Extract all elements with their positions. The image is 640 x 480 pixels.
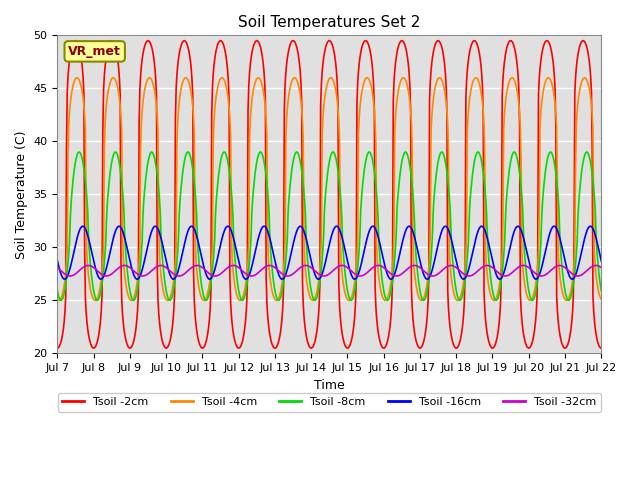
Tsoil -8cm bbox=[597, 288, 605, 293]
Tsoil -2cm bbox=[396, 39, 404, 45]
Tsoil -4cm bbox=[412, 276, 419, 282]
Tsoil -2cm bbox=[597, 345, 605, 351]
Tsoil -8cm bbox=[204, 297, 211, 302]
Tsoil -8cm bbox=[54, 288, 61, 293]
Tsoil -4cm bbox=[204, 292, 211, 298]
Tsoil -2cm bbox=[72, 38, 79, 44]
Tsoil -16cm bbox=[54, 258, 61, 264]
Line: Tsoil -32cm: Tsoil -32cm bbox=[58, 265, 601, 276]
Title: Soil Temperatures Set 2: Soil Temperatures Set 2 bbox=[238, 15, 420, 30]
Tsoil -4cm bbox=[545, 75, 552, 81]
Tsoil -2cm bbox=[63, 89, 71, 95]
Tsoil -32cm bbox=[175, 273, 182, 279]
Tsoil -8cm bbox=[120, 196, 127, 202]
Tsoil -4cm bbox=[63, 247, 71, 252]
Tsoil -2cm bbox=[204, 329, 212, 335]
Tsoil -2cm bbox=[175, 51, 183, 57]
Tsoil -4cm bbox=[563, 298, 570, 303]
Tsoil -4cm bbox=[54, 297, 61, 302]
Text: VR_met: VR_met bbox=[68, 45, 121, 58]
Tsoil -32cm bbox=[597, 265, 605, 271]
Tsoil -2cm bbox=[120, 326, 128, 332]
Line: Tsoil -8cm: Tsoil -8cm bbox=[58, 152, 601, 300]
Line: Tsoil -16cm: Tsoil -16cm bbox=[58, 226, 601, 279]
Tsoil -32cm bbox=[63, 273, 71, 278]
Tsoil -16cm bbox=[413, 243, 420, 249]
Tsoil -16cm bbox=[387, 276, 395, 282]
Tsoil -32cm bbox=[204, 269, 211, 275]
Tsoil -32cm bbox=[54, 265, 61, 271]
Tsoil -4cm bbox=[597, 297, 605, 302]
Tsoil -16cm bbox=[369, 223, 377, 229]
Tsoil -8cm bbox=[63, 268, 71, 274]
Tsoil -16cm bbox=[63, 274, 71, 279]
Line: Tsoil -4cm: Tsoil -4cm bbox=[58, 78, 601, 300]
Tsoil -32cm bbox=[412, 263, 419, 268]
Tsoil -32cm bbox=[396, 273, 403, 278]
Legend: Tsoil -2cm, Tsoil -4cm, Tsoil -8cm, Tsoil -16cm, Tsoil -32cm: Tsoil -2cm, Tsoil -4cm, Tsoil -8cm, Tsoi… bbox=[58, 393, 601, 411]
Tsoil -8cm bbox=[474, 149, 482, 155]
Tsoil -2cm bbox=[412, 337, 420, 343]
X-axis label: Time: Time bbox=[314, 379, 345, 392]
Tsoil -16cm bbox=[204, 274, 211, 280]
Tsoil -32cm bbox=[483, 263, 491, 268]
Y-axis label: Soil Temperature (C): Soil Temperature (C) bbox=[15, 130, 28, 259]
Tsoil -16cm bbox=[397, 246, 404, 252]
Tsoil -32cm bbox=[120, 263, 127, 268]
Tsoil -16cm bbox=[597, 258, 605, 264]
Tsoil -8cm bbox=[396, 178, 403, 183]
Line: Tsoil -2cm: Tsoil -2cm bbox=[58, 41, 601, 348]
Tsoil -4cm bbox=[120, 252, 127, 257]
Tsoil -16cm bbox=[120, 230, 127, 236]
Tsoil -4cm bbox=[175, 108, 182, 113]
Tsoil -2cm bbox=[54, 345, 61, 351]
Tsoil -8cm bbox=[492, 298, 500, 303]
Tsoil -16cm bbox=[175, 267, 182, 273]
Tsoil -8cm bbox=[412, 240, 419, 246]
Tsoil -4cm bbox=[396, 83, 403, 89]
Tsoil -32cm bbox=[501, 273, 509, 279]
Tsoil -8cm bbox=[175, 237, 182, 242]
